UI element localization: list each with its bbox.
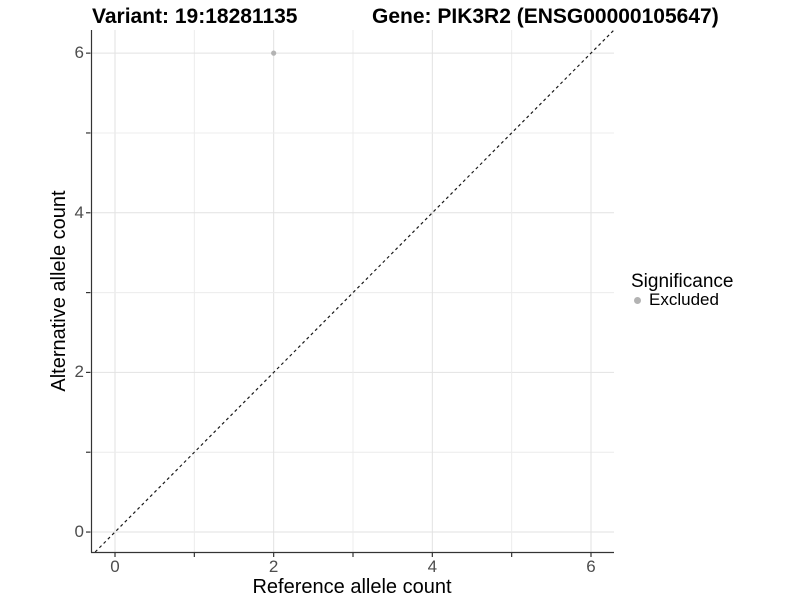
x-tick-label: 6 [586, 557, 596, 576]
x-tick-label: 4 [427, 557, 438, 576]
legend-key [628, 291, 646, 309]
plot-title-variant: Variant: 19:18281135 [92, 5, 298, 28]
y-tick-label: 6 [74, 43, 84, 63]
plot-title-gene: Gene: PIK3R2 (ENSG00000105647) [372, 5, 719, 28]
x-tick-label: 2 [268, 557, 279, 576]
y-axis-title: Alternative allele count [48, 190, 70, 392]
data-point [271, 50, 277, 56]
y-tick-label: 0 [74, 522, 84, 542]
x-tick-label: 0 [110, 557, 120, 576]
y-tick-label: 2 [74, 362, 84, 382]
legend-title: Significance [631, 271, 734, 292]
x-axis-title: Reference allele count [252, 576, 452, 598]
excluded-point-icon [633, 296, 641, 304]
legend-item-excluded: Excluded [628, 291, 719, 309]
legend-item-label: Excluded [649, 290, 719, 309]
y-tick-label: 4 [74, 202, 84, 222]
identity-line [94, 29, 615, 553]
